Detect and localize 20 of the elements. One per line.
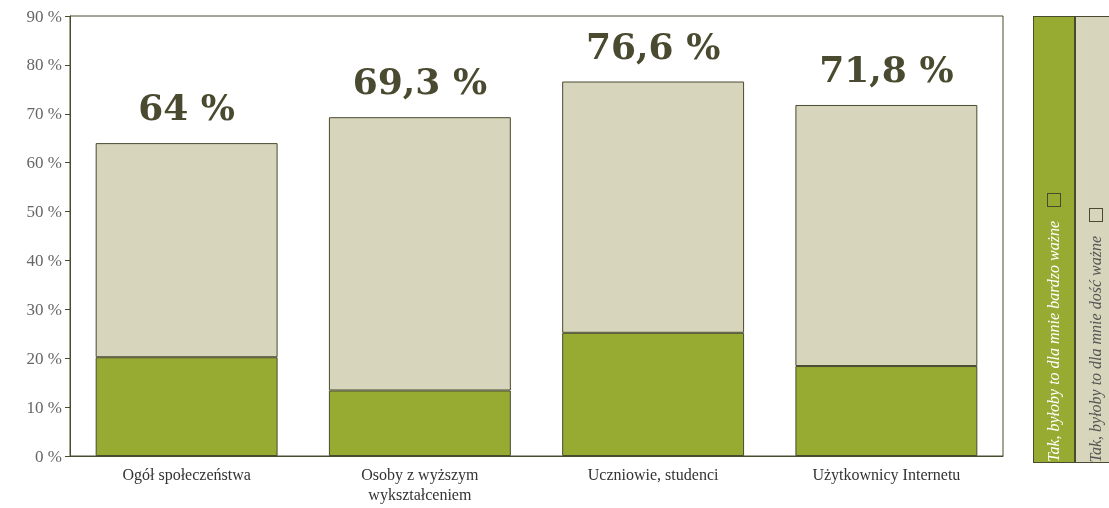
y-tick-label: 20 % <box>26 348 62 368</box>
y-tick-label: 40 % <box>26 250 62 270</box>
x-tick-label: Ogół społeczeństwa <box>122 465 251 484</box>
y-tick-label: 80 % <box>26 55 62 75</box>
total-label: 76,6 % <box>585 24 721 67</box>
x-tick-label: Użytkownicy Internetu <box>812 465 961 484</box>
y-tick-label: 90 % <box>26 6 62 26</box>
x-tick-label: Uczniowie, studenci <box>587 465 719 483</box>
total-label: 69,3 % <box>352 60 488 103</box>
x-tick-label: Osoby z wyższym wykształceniem <box>361 465 480 504</box>
y-tick-label: 0 % <box>35 446 62 466</box>
y-tick-label: 60 % <box>26 153 62 173</box>
legend-label: Tak, byłoby to dla mnie dość ważne <box>1087 234 1105 462</box>
y-tick-label: 70 % <box>26 104 62 124</box>
total-label: 64 % <box>138 86 236 129</box>
y-tick-label: 30 % <box>26 299 62 319</box>
legend-label: Tak, byłoby to dla mnie bardzo ważne <box>1045 219 1063 462</box>
y-tick-label: 50 % <box>26 202 62 222</box>
y-tick-label: 10 % <box>26 397 62 417</box>
total-label: 71,8 % <box>819 47 954 90</box>
